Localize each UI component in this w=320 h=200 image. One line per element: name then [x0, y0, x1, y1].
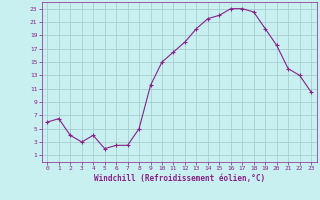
X-axis label: Windchill (Refroidissement éolien,°C): Windchill (Refroidissement éolien,°C) — [94, 174, 265, 183]
